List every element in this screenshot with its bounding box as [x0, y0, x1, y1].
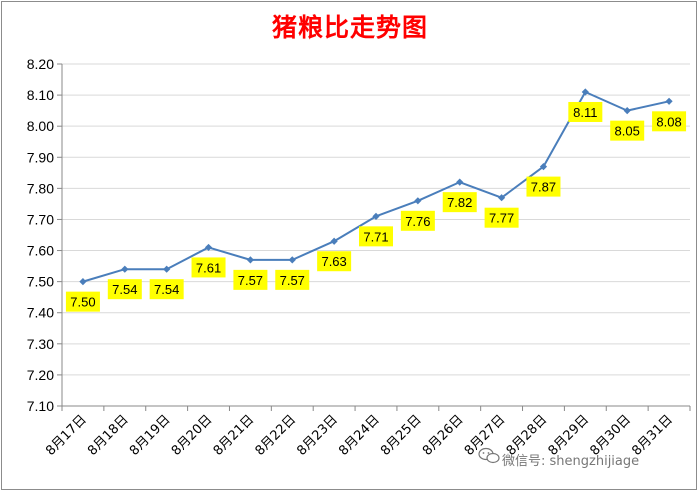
data-label: 7.82 — [442, 192, 477, 213]
data-label-text: 7.82 — [447, 195, 472, 210]
data-label-box — [526, 176, 561, 197]
data-label: 7.77 — [484, 207, 519, 228]
data-point — [246, 256, 254, 264]
y-tick-label: 7.30 — [27, 336, 54, 352]
chart-title: 猪粮比走势图 — [271, 13, 428, 42]
x-tick-label: 8月19日 — [127, 412, 174, 459]
data-label-text: 7.76 — [405, 214, 430, 229]
data-point — [163, 265, 171, 273]
y-tick-label: 7.50 — [27, 274, 54, 290]
data-label-box — [484, 207, 519, 228]
data-label: 7.50 — [65, 291, 100, 312]
data-point — [414, 197, 422, 205]
data-label: 7.54 — [149, 279, 184, 300]
x-tick-label: 8月31日 — [629, 412, 676, 459]
y-tick-label: 8.10 — [27, 87, 54, 103]
data-label: 8.08 — [652, 111, 687, 132]
x-tick-label: 8月24日 — [336, 412, 383, 459]
data-label-box — [65, 291, 100, 312]
y-tick-label: 7.90 — [27, 149, 54, 165]
data-label: 7.61 — [191, 257, 226, 278]
data-label-text: 7.54 — [112, 282, 137, 297]
x-tick-label: 8月28日 — [504, 412, 551, 459]
data-label-box — [652, 111, 687, 132]
data-point — [623, 107, 631, 115]
data-point — [665, 97, 673, 105]
x-tick-label: 8月29日 — [546, 412, 593, 459]
data-label-box — [275, 269, 310, 290]
x-tick-label: 8月20日 — [169, 412, 216, 459]
data-point — [79, 278, 87, 286]
data-label-text: 7.54 — [154, 282, 179, 297]
x-tick-label: 8月26日 — [420, 412, 467, 459]
data-point — [498, 194, 506, 202]
data-label-text: 8.08 — [656, 114, 681, 129]
data-point — [581, 88, 589, 96]
data-label: 8.11 — [568, 101, 603, 122]
data-label-box — [568, 101, 603, 122]
y-tick-label: 8.20 — [27, 56, 54, 72]
data-label-text: 7.77 — [489, 211, 514, 226]
data-label-box — [610, 120, 645, 141]
data-label-box — [359, 226, 393, 247]
x-tick-label: 8月17日 — [43, 412, 90, 459]
data-label: 7.63 — [317, 251, 352, 272]
y-tick-label: 7.20 — [27, 367, 54, 383]
wechat-icon — [478, 447, 500, 464]
axes — [61, 64, 690, 407]
data-label: 7.54 — [107, 279, 142, 300]
data-label: 7.57 — [233, 269, 268, 290]
data-label: 7.57 — [275, 269, 310, 290]
data-label: 7.76 — [400, 210, 435, 231]
y-axis-ticks: 7.10 7.20 7.30 7.40 7.50 7.60 7.70 7.80 7.90 8.00… — [27, 56, 62, 414]
data-label-box — [233, 269, 268, 290]
data-label-text: 7.50 — [70, 295, 95, 310]
x-tick-label: 8月23日 — [294, 412, 341, 459]
data-point — [456, 178, 464, 186]
data-label-box — [191, 257, 226, 278]
y-tick-label: 8.00 — [27, 118, 54, 134]
data-label-box — [317, 251, 352, 272]
data-label-text: 7.57 — [280, 273, 305, 288]
data-labels: 7.50 7.54 7.54 7.61 7.57 7.57 7.63 7.71 7.76 7.82… — [65, 101, 687, 312]
data-label-text: 8.11 — [573, 105, 597, 120]
data-label: 7.87 — [526, 176, 561, 197]
data-label-text: 7.57 — [238, 273, 263, 288]
x-tick-label: 8月18日 — [85, 412, 132, 459]
y-tick-label: 7.10 — [27, 398, 54, 414]
y-tick-label: 7.60 — [27, 243, 54, 259]
data-point — [330, 237, 338, 245]
x-tick-label: 8月27日 — [462, 412, 509, 459]
data-label-box — [149, 279, 184, 300]
x-tick-label: 8月21日 — [211, 412, 258, 459]
y-tick-label: 7.70 — [27, 211, 54, 227]
data-label-text: 8.05 — [615, 124, 640, 139]
data-point — [204, 243, 213, 252]
x-tick-label: 8月22日 — [253, 412, 300, 459]
x-tick-label: 8月30日 — [587, 412, 634, 459]
data-label: 7.71 — [359, 226, 393, 247]
watermark: 微信号: shengzhijiage — [478, 447, 639, 469]
data-label-text: 7.61 — [196, 260, 221, 275]
y-tick-label: 7.40 — [27, 305, 54, 321]
y-tick-label: 7.80 — [27, 180, 54, 196]
data-label-box — [442, 192, 477, 213]
data-point — [288, 256, 296, 264]
data-label-box — [107, 279, 142, 300]
data-label-text: 7.71 — [363, 229, 388, 244]
x-axis-ticks: 8月17日8月18日8月19日8月20日8月21日8月22日8月23日8月24日… — [43, 406, 691, 459]
data-label-text: 7.87 — [531, 180, 556, 195]
data-point — [121, 265, 129, 273]
x-tick-label: 8月25日 — [378, 412, 425, 459]
watermark-text: 微信号: shengzhijiage — [502, 454, 639, 469]
data-point — [372, 212, 380, 220]
data-point — [539, 163, 548, 171]
data-label-text: 7.63 — [321, 254, 346, 269]
data-label-box — [400, 210, 435, 231]
data-label: 8.05 — [610, 120, 645, 141]
